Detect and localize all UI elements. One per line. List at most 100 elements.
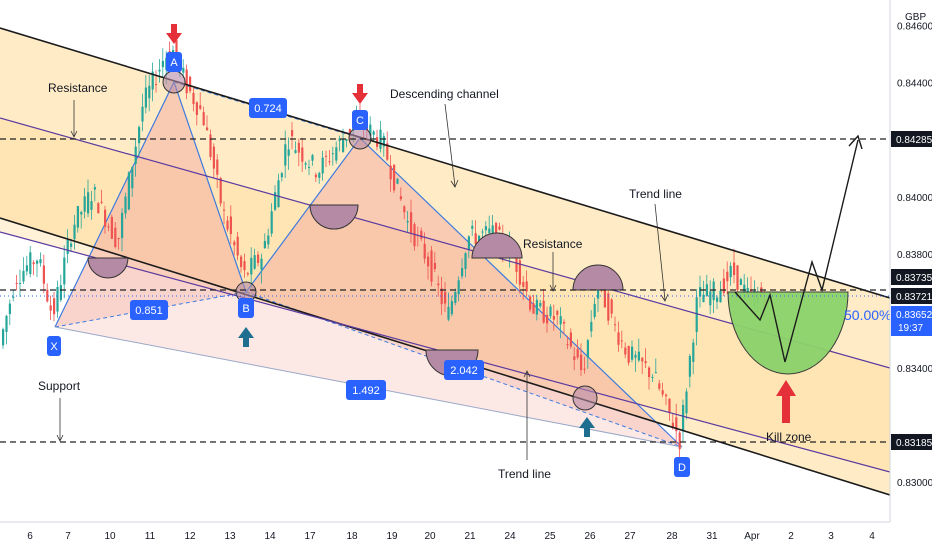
support-pointer-head (56, 434, 64, 442)
candle-body-118 (403, 206, 406, 213)
candle-body-6 (22, 270, 25, 282)
candles (2, 39, 766, 463)
candle-body-94 (321, 157, 324, 174)
candle-body-136 (464, 253, 467, 269)
candle-body-219 (746, 287, 749, 295)
time-axis[interactable] (0, 522, 890, 550)
kill-zone-arrow (776, 380, 796, 423)
candle-body-115 (393, 164, 396, 191)
candle-body-24 (83, 196, 86, 212)
candle-body-19 (66, 239, 69, 254)
candle-body-28 (97, 203, 100, 214)
svg-text:X: X (50, 341, 58, 353)
candle-body-191 (651, 376, 654, 378)
candle-body-58 (199, 105, 202, 109)
candle-body-100 (342, 139, 345, 152)
candle-body-204 (695, 297, 698, 333)
candle-body-26 (90, 201, 93, 210)
candle-body-97 (331, 153, 334, 155)
candle-body-2 (8, 303, 11, 315)
candle-body-73 (250, 257, 253, 275)
price-tag-bg-0 (891, 131, 932, 147)
candle-body-16 (56, 286, 59, 312)
candle-body-180 (614, 324, 617, 326)
channel-upper-line[interactable] (0, 27, 890, 299)
candle-body-130 (444, 291, 447, 304)
candle-body-101 (345, 139, 348, 141)
candle-body-113 (386, 143, 389, 160)
candle-body-38 (131, 166, 134, 189)
candle-body-153 (522, 282, 525, 287)
candle-body-117 (399, 196, 402, 200)
annotation-resistance-2: Resistance (523, 237, 583, 251)
candle-body-121 (413, 224, 416, 247)
down-arrow-c (352, 84, 368, 104)
x-tick-label-21: 4 (869, 531, 875, 542)
candle-body-214 (729, 265, 732, 278)
candle-body-4 (15, 283, 18, 285)
x-tick-label-18: Apr (744, 531, 760, 542)
projection-arrowhead (848, 134, 863, 150)
candle-body-178 (607, 293, 610, 321)
candle-body-35 (121, 212, 124, 239)
candle-body-55 (189, 76, 192, 91)
trend-pointer-1-head (660, 293, 669, 302)
candle-body-82 (280, 173, 283, 178)
price-tags: 0.84285 0.83735 0.83721 0.83185 0.83652 19:37 (891, 131, 932, 450)
candle-body-202 (688, 356, 691, 377)
candle-body-140 (478, 235, 481, 242)
candle-body-166 (566, 344, 569, 346)
candle-body-0 (2, 329, 5, 346)
candle-body-69 (236, 236, 239, 256)
x-tick-label-14: 26 (584, 531, 596, 542)
candle-body-162 (552, 315, 555, 320)
candle-body-29 (100, 201, 103, 203)
x-tick-label-3: 11 (145, 531, 156, 542)
candle-body-53 (182, 67, 185, 73)
candle-body-186 (634, 354, 637, 358)
y-tick-label-3: 0.84000 (897, 193, 932, 204)
x-tick-label-16: 28 (666, 531, 678, 542)
candle-body-143 (488, 228, 491, 233)
candle-body-120 (410, 212, 413, 234)
candle-body-135 (461, 268, 464, 277)
countdown-label: 19:37 (898, 323, 923, 334)
ratio-label-1: 0.851 (130, 300, 168, 320)
candle-body-18 (63, 257, 66, 285)
candle-body-51 (175, 40, 178, 60)
candle-body-47 (161, 60, 164, 68)
candle-body-5 (19, 282, 22, 284)
candle-body-27 (93, 187, 96, 190)
candle-body-184 (627, 345, 630, 363)
trend-pointer-2-head (523, 370, 531, 378)
candle-body-22 (76, 206, 79, 228)
candle-body-90 (308, 166, 311, 168)
price-tag-bg-3 (891, 434, 932, 450)
candle-body-198 (675, 417, 678, 432)
candle-body-187 (637, 351, 640, 361)
candle-body-60 (206, 127, 209, 131)
candle-body-216 (736, 265, 739, 290)
price-tag-bg-2 (891, 288, 932, 304)
candle-body-3 (12, 296, 15, 298)
candle-body-65 (223, 209, 226, 211)
candle-body-192 (654, 372, 657, 374)
candle-body-88 (301, 147, 304, 162)
candle-body-132 (450, 301, 453, 315)
target-zone[interactable] (727, 291, 849, 375)
up-arrow-d (579, 417, 595, 437)
candle-body-39 (134, 146, 137, 164)
candle-body-83 (284, 144, 287, 166)
ratio-label-3: 1.492 (346, 380, 386, 400)
candle-body-175 (597, 282, 600, 299)
point-label-a: A (166, 52, 182, 72)
candle-body-10 (36, 260, 39, 264)
channel-pointer (444, 103, 456, 187)
candle-body-17 (59, 285, 62, 301)
candle-body-181 (617, 332, 620, 345)
candle-body-133 (454, 291, 457, 304)
ratio-label-2: 2.042 (444, 360, 484, 380)
candle-body-45 (155, 84, 158, 86)
candle-body-25 (87, 192, 90, 214)
